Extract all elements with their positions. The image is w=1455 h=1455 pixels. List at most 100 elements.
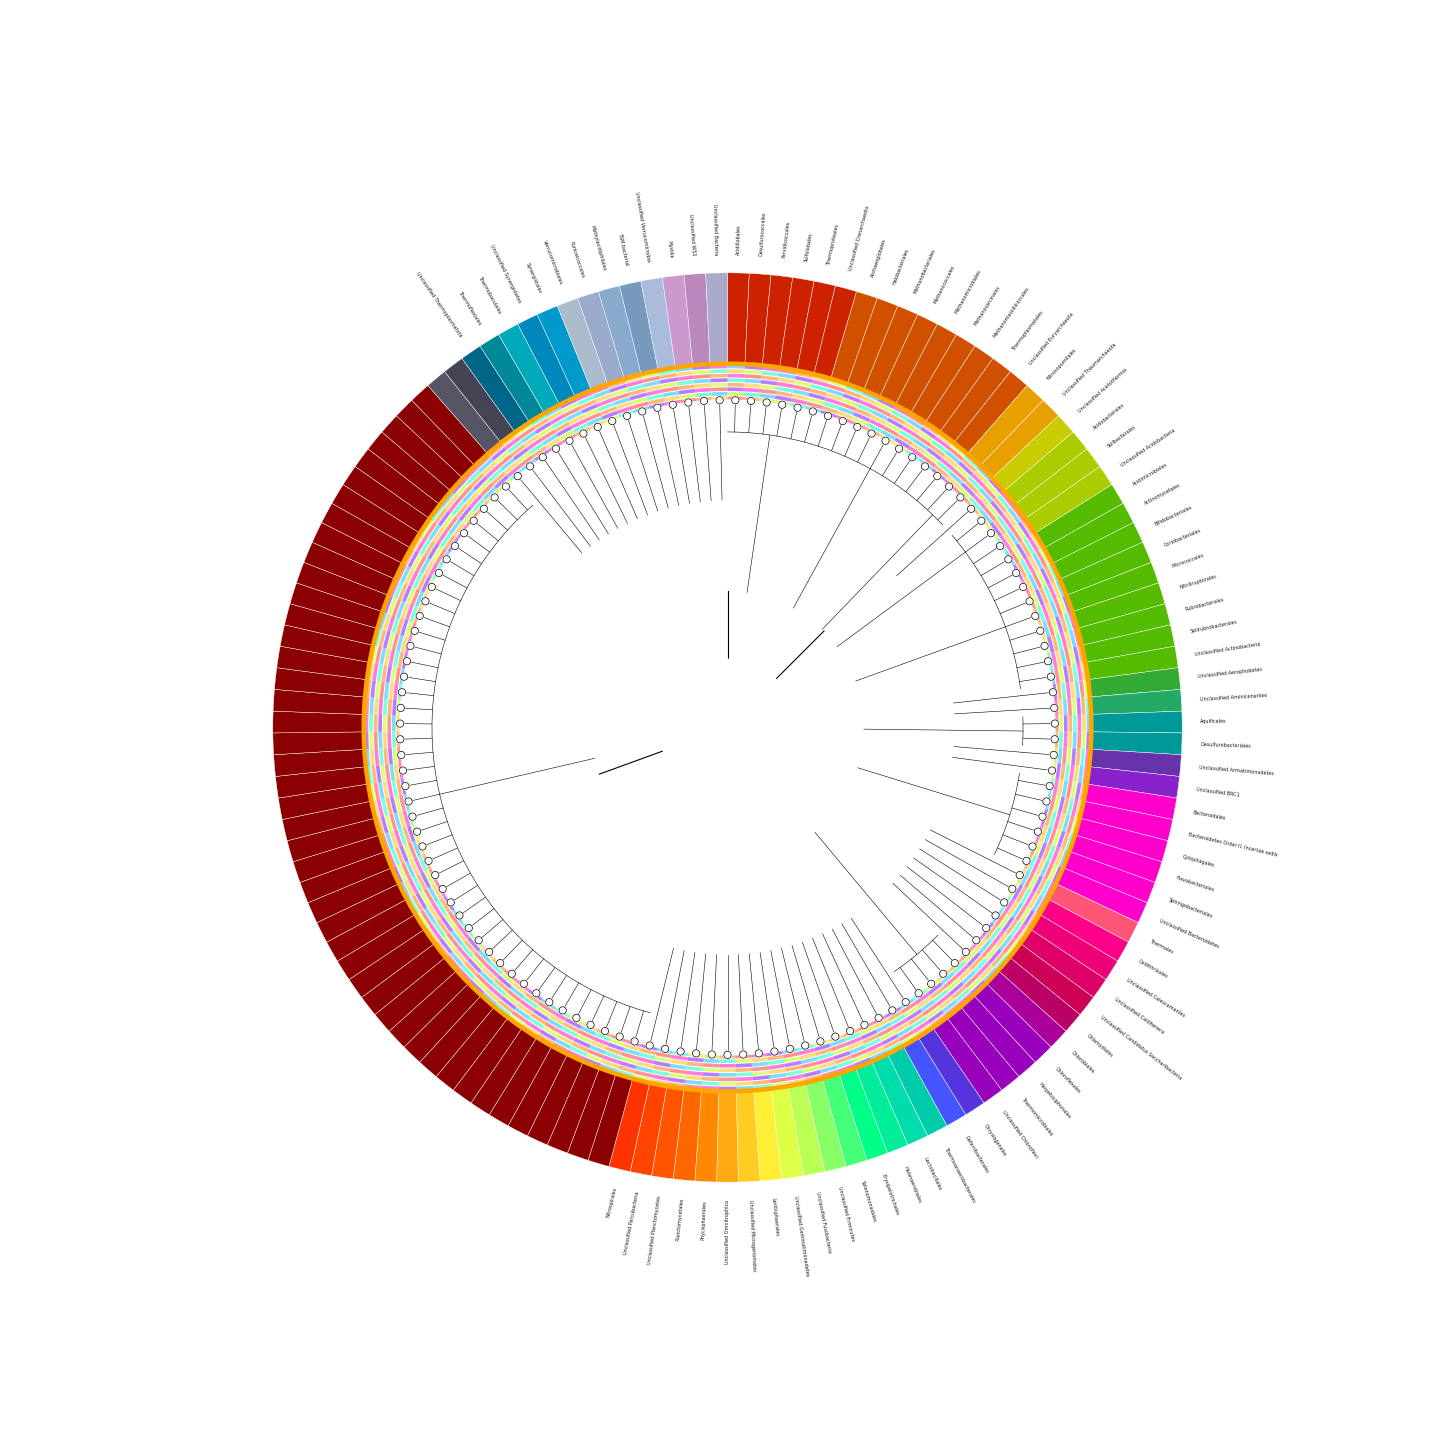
Wedge shape [908, 447, 924, 458]
Circle shape [685, 399, 693, 406]
Wedge shape [476, 501, 489, 515]
Wedge shape [703, 1072, 719, 1077]
Wedge shape [985, 924, 998, 940]
Wedge shape [1055, 716, 1058, 732]
Wedge shape [407, 842, 418, 858]
Wedge shape [866, 1042, 883, 1052]
Wedge shape [399, 845, 409, 863]
Wedge shape [285, 604, 377, 646]
Wedge shape [762, 367, 780, 372]
Wedge shape [656, 1052, 672, 1058]
Wedge shape [886, 1042, 902, 1053]
Wedge shape [393, 650, 400, 668]
Wedge shape [911, 1017, 927, 1029]
Wedge shape [1049, 812, 1056, 828]
Wedge shape [636, 1061, 653, 1068]
Wedge shape [556, 426, 572, 436]
Text: Spirochaetales: Spirochaetales [399, 335, 426, 367]
Wedge shape [876, 402, 893, 413]
Wedge shape [397, 652, 404, 668]
Circle shape [594, 423, 601, 431]
Wedge shape [767, 1051, 783, 1056]
Wedge shape [962, 970, 976, 985]
Wedge shape [1075, 783, 1081, 800]
Circle shape [1023, 857, 1030, 864]
Wedge shape [607, 1046, 623, 1055]
Wedge shape [292, 835, 386, 882]
Text: Orbales: Orbales [237, 695, 256, 701]
Wedge shape [397, 684, 403, 700]
Wedge shape [485, 988, 501, 1002]
Wedge shape [928, 1010, 944, 1023]
Wedge shape [492, 447, 506, 461]
Text: Methanococcales: Methanococcales [933, 263, 956, 304]
Wedge shape [322, 503, 412, 563]
Wedge shape [444, 495, 458, 511]
Wedge shape [543, 434, 559, 445]
Text: Coriobacteriales: Coriobacteriales [1163, 528, 1202, 547]
Wedge shape [384, 649, 391, 666]
Text: Thermobaculales: Thermobaculales [477, 275, 502, 314]
Wedge shape [970, 934, 984, 949]
Wedge shape [509, 986, 525, 998]
Text: Methanosarcinales: Methanosarcinales [973, 284, 1001, 326]
Wedge shape [428, 371, 501, 454]
Wedge shape [805, 406, 822, 413]
Wedge shape [633, 402, 649, 409]
Wedge shape [952, 469, 966, 482]
Wedge shape [387, 716, 391, 732]
Wedge shape [854, 412, 870, 422]
Circle shape [1046, 783, 1053, 790]
Wedge shape [377, 665, 383, 681]
Wedge shape [1036, 898, 1048, 914]
Wedge shape [541, 998, 556, 1010]
Wedge shape [461, 922, 474, 937]
Wedge shape [482, 992, 498, 1005]
Wedge shape [390, 666, 396, 684]
Wedge shape [744, 388, 760, 393]
Circle shape [425, 857, 432, 864]
Wedge shape [1048, 565, 1059, 581]
Text: Acidithiobacillales: Acidithiobacillales [579, 1180, 595, 1224]
Wedge shape [432, 885, 442, 899]
Wedge shape [413, 607, 422, 623]
Text: Unclassified BRC1: Unclassified BRC1 [1196, 787, 1240, 797]
Circle shape [397, 751, 404, 758]
Circle shape [409, 813, 416, 821]
Wedge shape [883, 426, 899, 436]
Wedge shape [744, 393, 760, 397]
Wedge shape [1045, 794, 1052, 810]
Wedge shape [1036, 877, 1048, 895]
Text: Rhodobacterales: Rhodobacterales [236, 573, 276, 591]
Circle shape [755, 1049, 762, 1056]
Circle shape [653, 404, 661, 412]
Wedge shape [521, 458, 537, 471]
Wedge shape [888, 1010, 904, 1021]
Circle shape [1032, 613, 1039, 620]
Wedge shape [454, 927, 467, 943]
Wedge shape [745, 374, 761, 378]
Wedge shape [419, 538, 432, 554]
Text: Lysobacterales: Lysobacterales [244, 876, 279, 892]
Wedge shape [1056, 831, 1065, 848]
Wedge shape [498, 454, 512, 467]
Wedge shape [519, 1000, 535, 1013]
Wedge shape [394, 764, 400, 780]
Wedge shape [659, 372, 677, 380]
Wedge shape [589, 420, 605, 431]
Wedge shape [534, 450, 550, 461]
Wedge shape [1004, 432, 1087, 505]
Wedge shape [986, 503, 1000, 518]
Wedge shape [949, 957, 963, 970]
Wedge shape [1067, 781, 1072, 799]
Text: Chlorobiales: Chlorobiales [1069, 1051, 1096, 1074]
Wedge shape [1059, 666, 1065, 684]
Wedge shape [694, 378, 711, 384]
Wedge shape [419, 995, 495, 1077]
Wedge shape [652, 1069, 669, 1077]
Wedge shape [663, 396, 679, 402]
Wedge shape [1059, 716, 1064, 732]
Wedge shape [614, 397, 630, 406]
Wedge shape [1075, 681, 1080, 698]
Wedge shape [423, 541, 435, 557]
